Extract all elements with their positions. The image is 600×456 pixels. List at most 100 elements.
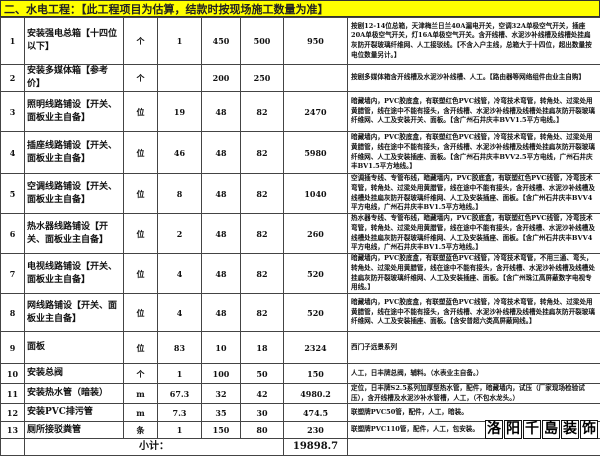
unit: 位: [124, 294, 158, 332]
description: 人工，日丰牌总阀，辅料。（水表业主自备。）: [348, 364, 600, 384]
item-name: 面板: [25, 332, 124, 364]
unit: m: [124, 404, 158, 422]
unit: 位: [124, 174, 158, 214]
labor-price: 82: [241, 214, 284, 254]
row-number: 7: [1, 254, 25, 294]
item-name: 热水器线路铺设【开关、面板业主自备】: [25, 214, 124, 254]
row-number: 3: [1, 92, 25, 132]
total-price: 1040: [284, 174, 348, 214]
material-price: 48: [202, 174, 241, 214]
company-logo: 洛阳千島装饰: [485, 420, 598, 439]
description: 暗藏墙内，PVC胶底盒，有联塑蓝色PVC线管，冷弯技术弯管，不用三通、弯头，转角…: [348, 254, 600, 294]
item-name: 网线路铺设【开关、面板业主自备】: [25, 294, 124, 332]
unit: 位: [124, 332, 158, 364]
row-number: 10: [1, 364, 25, 384]
total-price: 474.5: [284, 404, 348, 422]
blank-cell: [348, 439, 600, 456]
total-price: 950: [284, 18, 348, 65]
item-name: 电视线路铺设【开关、面板业主自备】: [25, 254, 124, 294]
quantity: 1: [158, 18, 202, 65]
row-number: 1: [1, 18, 25, 65]
description: 暗藏墙内，PVC胶底盒，有联塑蓝色PVC线管，冷弯技术弯管，转角处、过梁处用黄腊…: [348, 294, 600, 332]
logo-char: 装: [561, 420, 579, 439]
unit: 位: [124, 254, 158, 294]
total-price: 4980.2: [284, 384, 348, 404]
quantity: 19: [158, 92, 202, 132]
item-name: 安装强电总箱【十四位以下】: [25, 18, 124, 65]
item-name: 安装PVC排污管: [25, 404, 124, 422]
quantity: 4: [158, 254, 202, 294]
labor-price: 18: [241, 332, 284, 364]
description: 按剧多媒体箱含开线槽及水泥沙补线槽、人工。【路由器等网络组件由业主自购】: [348, 65, 600, 92]
labor-price: 250: [241, 65, 284, 92]
total-price: 2470: [284, 92, 348, 132]
material-price: 100: [202, 364, 241, 384]
item-name: 插座线路铺设【开关、面板业主自备】: [25, 132, 124, 174]
labor-price: 82: [241, 254, 284, 294]
unit: 位: [124, 132, 158, 174]
row-number: 13: [1, 422, 25, 439]
material-price: 48: [202, 132, 241, 174]
logo-char: 饰: [580, 420, 598, 439]
logo-char: 阳: [504, 420, 522, 439]
row-number: 5: [1, 174, 25, 214]
row-number: 8: [1, 294, 25, 332]
subtotal-row: 小计：19898.7: [1, 439, 600, 456]
labor-price: 42: [241, 384, 284, 404]
description: 暗藏墙内，PVC胶底盒，有联塑红色PVC线管，冷弯技术弯管，转角处、过梁处用黄腊…: [348, 92, 600, 132]
total-price: 260: [284, 214, 348, 254]
total-price: [284, 65, 348, 92]
row-number: 9: [1, 332, 25, 364]
material-price: 200: [202, 65, 241, 92]
description: 西门子远景系列: [348, 332, 600, 364]
row-number: 6: [1, 214, 25, 254]
blank-cell: [1, 439, 25, 456]
unit: 个: [124, 364, 158, 384]
logo-char: 千: [523, 420, 541, 439]
unit: 条: [124, 422, 158, 439]
quantity: 67.3: [158, 384, 202, 404]
labor-price: 80: [241, 422, 284, 439]
quantity: 46: [158, 132, 202, 174]
labor-price: 82: [241, 174, 284, 214]
quantity: 1: [158, 364, 202, 384]
unit: 位: [124, 214, 158, 254]
material-price: 48: [202, 294, 241, 332]
material-price: 48: [202, 214, 241, 254]
row-number: 4: [1, 132, 25, 174]
description: 按剧12-14位总箱，天津梅兰日兰40A漏电开关，空调32A单极空气开关，插座2…: [348, 18, 600, 65]
unit: m: [124, 384, 158, 404]
total-price: 230: [284, 422, 348, 439]
unit: 个: [124, 65, 158, 92]
quantity: 83: [158, 332, 202, 364]
labor-price: 500: [241, 18, 284, 65]
item-name: 安装热水管（暗装）: [25, 384, 124, 404]
labor-price: 82: [241, 92, 284, 132]
description: 暗藏墙内，PVC胶底盒，有联塑红色PVC线管，冷弯技术弯管，转角处、过梁处用黄腊…: [348, 132, 600, 174]
material-price: 48: [202, 254, 241, 294]
material-price: 450: [202, 18, 241, 65]
subtotal-label: 小计：: [25, 439, 284, 456]
item-name: 照明线路铺设【开关、面板业主自备】: [25, 92, 124, 132]
logo-char: 島: [542, 420, 560, 439]
material-price: 35: [202, 404, 241, 422]
section-title: 二、水电工程：【此工程项目为估算，结款时按现场施工数量为准】: [0, 0, 600, 17]
labor-price: 82: [241, 294, 284, 332]
total-price: 520: [284, 294, 348, 332]
description: 定位，日丰牌S2.5系列加厚型热水管，配件，暗藏墙内，试压（厂家现场检验试压），…: [348, 384, 600, 404]
item-name: 安装多媒体箱【参考价】: [25, 65, 124, 92]
description: 联塑牌PVC50管，配件，人工，暗装。: [348, 404, 600, 422]
quantity: [158, 65, 202, 92]
subtotal-value: 19898.7: [284, 439, 348, 456]
row-number: 11: [1, 384, 25, 404]
description: 热水器专线、专管布线，暗藏墙内，PVC胶底盒，有联塑红色PVC线管，冷弯技术弯管…: [348, 214, 600, 254]
